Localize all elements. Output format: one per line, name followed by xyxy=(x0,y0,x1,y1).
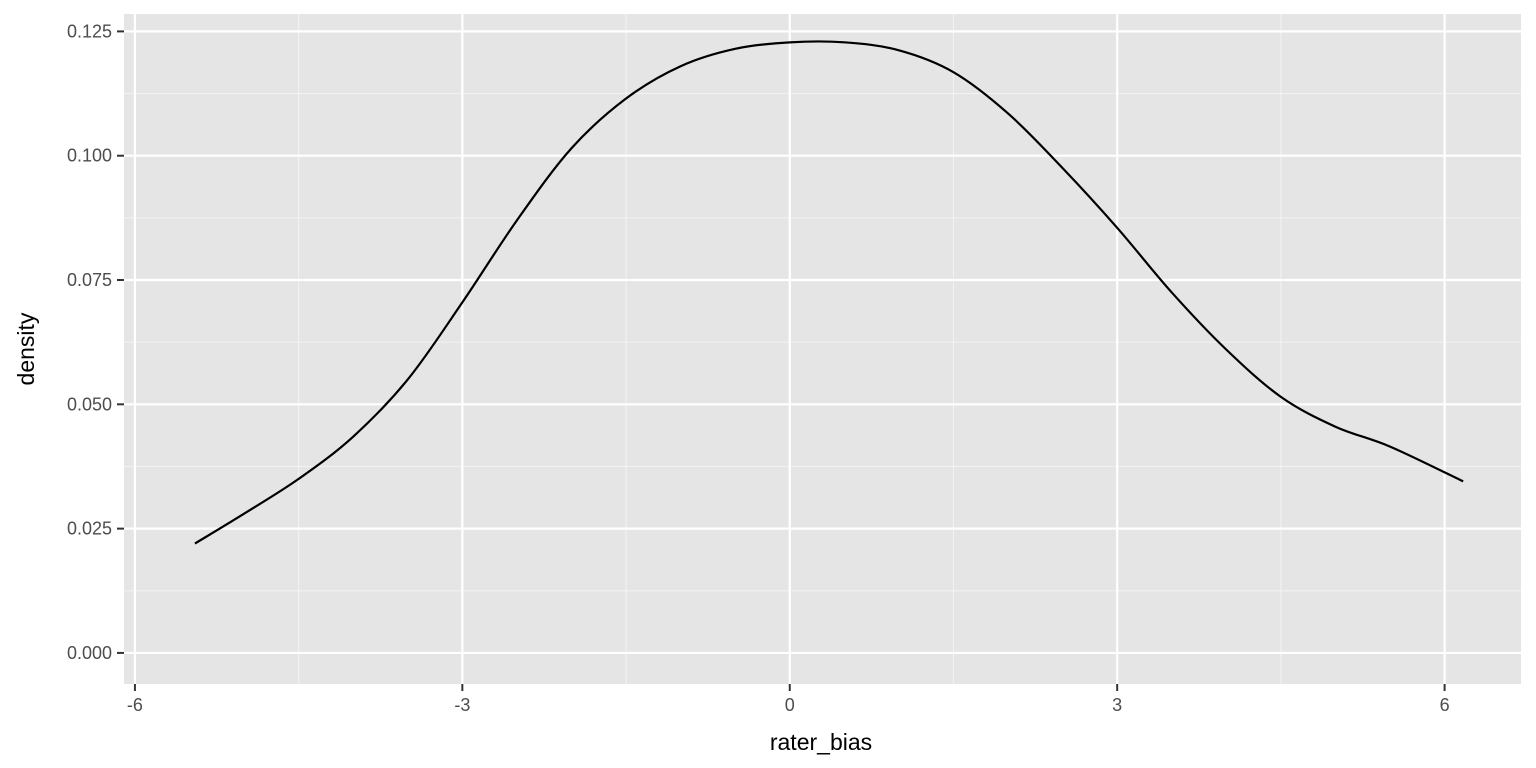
x-tick-label: 3 xyxy=(1112,695,1122,715)
major-gridlines xyxy=(124,14,1521,684)
plot-panel xyxy=(124,14,1521,684)
y-axis: 0.000 0.025 0.050 0.075 0.100 0.125 xyxy=(67,21,124,663)
y-tick-label: 0.075 xyxy=(67,270,112,290)
minor-gridlines xyxy=(124,14,1521,684)
y-tick-label: 0.025 xyxy=(67,519,112,539)
y-tick-label: 0.125 xyxy=(67,21,112,41)
density-line xyxy=(194,40,1464,545)
x-tick-label: 6 xyxy=(1440,695,1450,715)
x-tick-label: 0 xyxy=(785,695,795,715)
x-tick-label: -6 xyxy=(127,695,143,715)
x-axis-title: rater_bias xyxy=(770,729,872,755)
x-axis: -6 -3 0 3 6 xyxy=(127,684,1450,715)
y-axis-title: density xyxy=(13,312,39,385)
y-tick-label: 0.100 xyxy=(67,146,112,166)
y-tick-label: 0.000 xyxy=(67,643,112,663)
y-tick-label: 0.050 xyxy=(67,394,112,414)
x-tick-label: -3 xyxy=(454,695,470,715)
